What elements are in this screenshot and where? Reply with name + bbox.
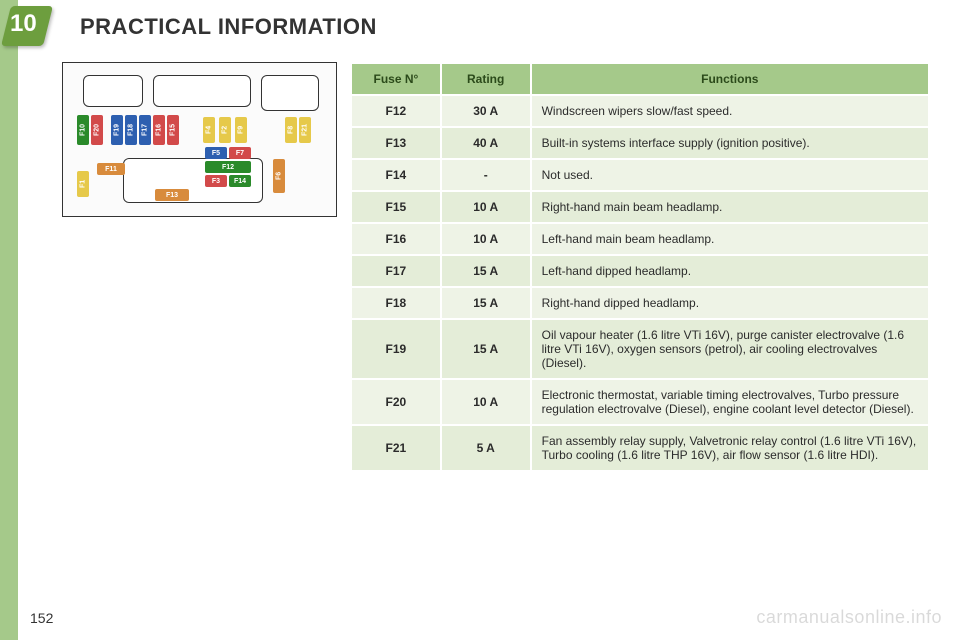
table-row: F14-Not used. <box>351 159 929 191</box>
fuse-table: Fuse N° Rating Functions F1230 AWindscre… <box>350 62 930 472</box>
diagram-fuse: F9 <box>235 117 247 143</box>
cell-function: Electronic thermostat, variable timing e… <box>531 379 929 425</box>
diagram-box <box>153 75 251 107</box>
cell-fuse: F20 <box>351 379 441 425</box>
cell-rating: - <box>441 159 531 191</box>
cell-rating: 10 A <box>441 379 531 425</box>
fuse-box-diagram: F10F20 F19F18F17F16F15 F4F2F9 F8F21 F5F7 F12 F… <box>62 62 337 217</box>
diagram-fuse: F13 <box>155 189 189 201</box>
watermark: carmanualsonline.info <box>756 607 942 628</box>
cell-fuse: F12 <box>351 95 441 127</box>
left-margin-strip <box>0 0 18 640</box>
cell-rating: 15 A <box>441 319 531 379</box>
col-functions: Functions <box>531 63 929 95</box>
col-rating: Rating <box>441 63 531 95</box>
cell-rating: 10 A <box>441 191 531 223</box>
diagram-fuse: F19 <box>111 115 123 145</box>
diagram-box <box>83 75 143 107</box>
cell-function: Fan assembly relay supply, Valvetronic r… <box>531 425 929 471</box>
cell-fuse: F17 <box>351 255 441 287</box>
diagram-fuse: F7 <box>229 147 251 159</box>
table-row: F1715 ALeft-hand dipped headlamp. <box>351 255 929 287</box>
cell-fuse: F18 <box>351 287 441 319</box>
cell-fuse: F19 <box>351 319 441 379</box>
page-number: 152 <box>30 610 53 626</box>
diagram-fuse: F6 <box>273 159 285 193</box>
table-row: F1915 AOil vapour heater (1.6 litre VTi … <box>351 319 929 379</box>
diagram-fuse: F16 <box>153 115 165 145</box>
cell-function: Left-hand main beam headlamp. <box>531 223 929 255</box>
diagram-fuse: F11 <box>97 163 125 175</box>
cell-rating: 30 A <box>441 95 531 127</box>
cell-rating: 5 A <box>441 425 531 471</box>
diagram-fuse: F14 <box>229 175 251 187</box>
diagram-fuse: F5 <box>205 147 227 159</box>
cell-fuse: F14 <box>351 159 441 191</box>
diagram-fuse: F3 <box>205 175 227 187</box>
cell-fuse: F16 <box>351 223 441 255</box>
diagram-fuse: F21 <box>299 117 311 143</box>
cell-function: Not used. <box>531 159 929 191</box>
table-row: F1230 AWindscreen wipers slow/fast speed… <box>351 95 929 127</box>
page-title: PRACTICAL INFORMATION <box>80 14 377 40</box>
cell-rating: 40 A <box>441 127 531 159</box>
diagram-fuse: F1 <box>77 171 89 197</box>
cell-function: Left-hand dipped headlamp. <box>531 255 929 287</box>
cell-function: Oil vapour heater (1.6 litre VTi 16V), p… <box>531 319 929 379</box>
diagram-fuse: F8 <box>285 117 297 143</box>
cell-fuse: F13 <box>351 127 441 159</box>
col-fuse: Fuse N° <box>351 63 441 95</box>
chapter-number: 10 <box>10 10 37 38</box>
diagram-fuse: F18 <box>125 115 137 145</box>
diagram-fuse: F10 <box>77 115 89 145</box>
cell-function: Right-hand dipped headlamp. <box>531 287 929 319</box>
cell-function: Built-in systems interface supply (ignit… <box>531 127 929 159</box>
table-row: F1610 ALeft-hand main beam headlamp. <box>351 223 929 255</box>
cell-rating: 15 A <box>441 255 531 287</box>
table-row: F2010 AElectronic thermostat, variable t… <box>351 379 929 425</box>
cell-rating: 10 A <box>441 223 531 255</box>
diagram-box <box>261 75 319 111</box>
cell-function: Right-hand main beam headlamp. <box>531 191 929 223</box>
diagram-fuse: F15 <box>167 115 179 145</box>
table-row: F215 AFan assembly relay supply, Valvetr… <box>351 425 929 471</box>
cell-fuse: F15 <box>351 191 441 223</box>
cell-fuse: F21 <box>351 425 441 471</box>
diagram-fuse: F12 <box>205 161 251 173</box>
diagram-fuse: F4 <box>203 117 215 143</box>
diagram-fuse: F20 <box>91 115 103 145</box>
cell-rating: 15 A <box>441 287 531 319</box>
diagram-fuse: F17 <box>139 115 151 145</box>
table-row: F1510 ARight-hand main beam headlamp. <box>351 191 929 223</box>
table-header-row: Fuse N° Rating Functions <box>351 63 929 95</box>
table-row: F1815 ARight-hand dipped headlamp. <box>351 287 929 319</box>
diagram-fuse: F2 <box>219 117 231 143</box>
table-row: F1340 ABuilt-in systems interface supply… <box>351 127 929 159</box>
cell-function: Windscreen wipers slow/fast speed. <box>531 95 929 127</box>
